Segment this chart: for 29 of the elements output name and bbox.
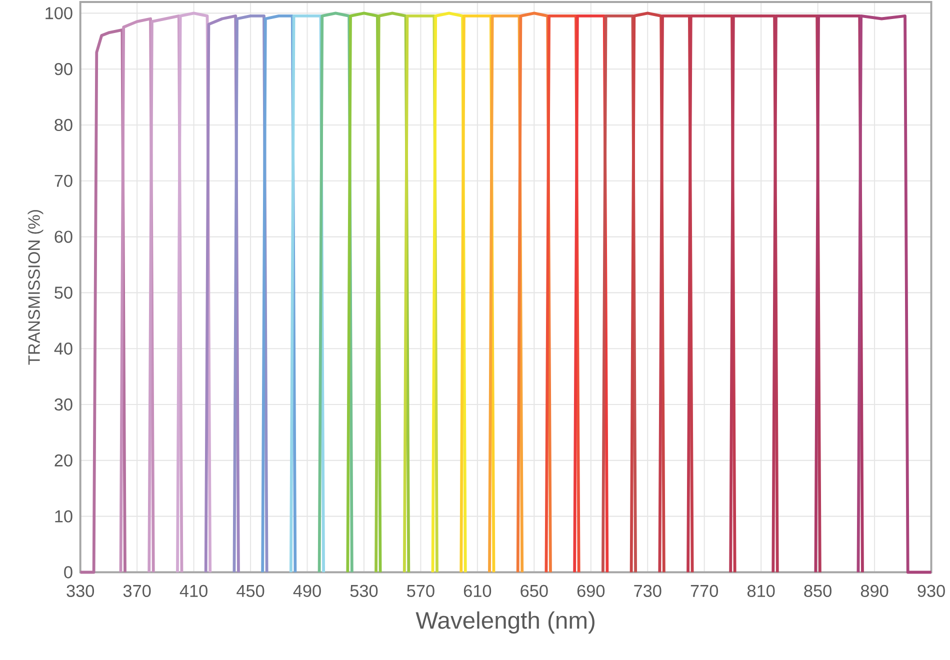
y-tick-label: 60	[54, 230, 72, 244]
x-tick-label: 650	[520, 585, 548, 598]
x-tick-label: 610	[464, 585, 492, 598]
x-tick-label: 930	[918, 585, 945, 598]
y-axis-title: TRANSMISSION (%)	[28, 210, 44, 366]
y-tick-label: 40	[54, 342, 72, 355]
x-tick-label: 690	[577, 585, 605, 598]
x-tick-label: 330	[66, 585, 94, 598]
x-tick-label: 890	[860, 585, 888, 598]
y-tick-label: 20	[54, 454, 72, 467]
x-tick-label: 810	[747, 585, 775, 598]
y-tick-label: 30	[54, 398, 72, 411]
x-tick-label: 490	[293, 585, 321, 598]
y-tick-label: 80	[54, 119, 72, 132]
y-tick-label: 70	[54, 175, 72, 188]
x-tick-label: 450	[236, 585, 264, 598]
x-tick-label: 410	[180, 585, 208, 598]
x-tick-label: 570	[407, 585, 434, 598]
y-tick-label: 0	[64, 566, 72, 579]
x-tick-label: 530	[350, 585, 378, 598]
x-tick-label: 370	[123, 585, 151, 598]
x-tick-label: 770	[690, 585, 718, 598]
y-tick-label: 100	[46, 7, 72, 20]
x-tick-label: 850	[804, 585, 832, 598]
x-tick-label: 730	[634, 585, 662, 598]
x-axis-title: Wavelength (nm)	[416, 612, 594, 634]
y-tick-label: 10	[55, 510, 72, 523]
y-tick-label: 50	[54, 286, 72, 300]
y-tick-label: 90	[54, 63, 72, 76]
